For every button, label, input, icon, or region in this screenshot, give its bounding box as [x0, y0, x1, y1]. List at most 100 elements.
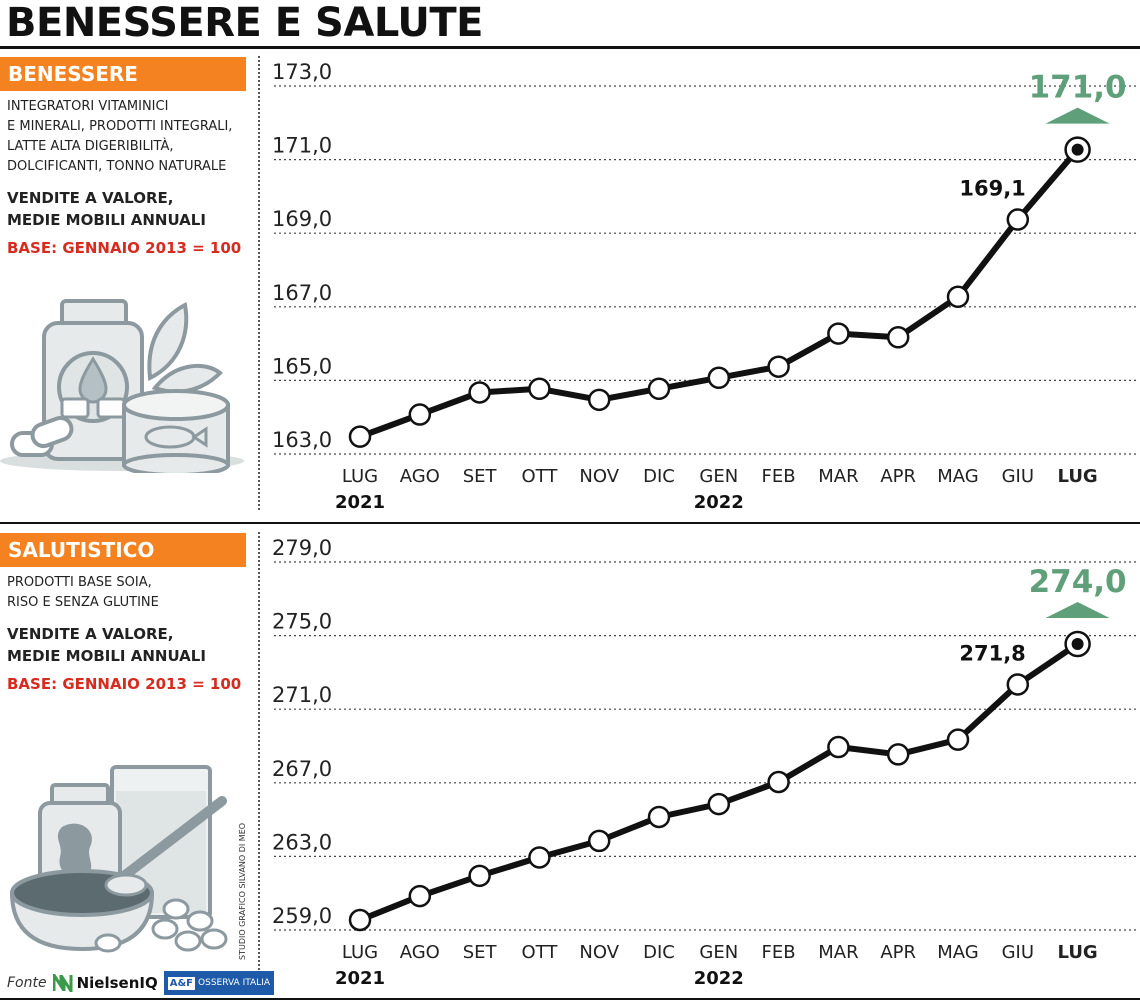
data-point: [408, 403, 432, 426]
nielseniq-logo: NielsenIQ: [52, 974, 158, 992]
highlight-point-center: [1071, 638, 1084, 650]
y-tick-label: 259,0: [272, 904, 332, 928]
data-point: [587, 388, 611, 412]
description-line: LATTE ALTA DIGERIBILITÀ,: [7, 139, 174, 154]
y-tick-label: 279,0: [272, 536, 332, 560]
x-tick-label: NOV: [579, 466, 619, 487]
source-label: Fonte: [7, 975, 47, 991]
x-tick-label: LUG: [1057, 466, 1097, 487]
base-note: BASE: GENNAIO 2013 = 100: [7, 675, 242, 693]
x-tick-label: DIC: [643, 942, 675, 963]
x-tick-label: AGO: [400, 942, 440, 963]
year-label: 2021: [335, 968, 385, 989]
data-point: [587, 829, 611, 853]
page-title: BENESSERE E SALUTE: [6, 0, 483, 46]
x-tick-label: MAR: [818, 942, 858, 963]
up-arrow-icon: [1045, 107, 1110, 124]
x-tick-label: GIU: [1002, 942, 1034, 963]
x-tick-label: GIU: [1002, 466, 1034, 487]
benessere-line-chart: 173,0 171,0 169,0 167,0 165,0 163,0 LUG AGO SET O…: [272, 60, 1138, 513]
data-point: [767, 355, 790, 378]
y-tick-label: 263,0: [272, 830, 332, 854]
data-point: [647, 805, 671, 829]
up-arrow-icon: [1045, 602, 1110, 618]
y-tick-label: 165,0: [272, 354, 332, 378]
source-footer: Fonte NielsenIQ A&F OSSERVA ITALIA: [7, 968, 275, 998]
y-tick-label: 169,0: [272, 207, 332, 231]
x-tick-label: APR: [880, 942, 916, 963]
data-label: 169,1: [959, 177, 1025, 201]
data-point: [767, 770, 790, 794]
x-tick-label: OTT: [521, 942, 558, 963]
salutistico-panel: SALUTISTICO PRODOTTI BASE SOIA, RISO E S…: [0, 533, 258, 963]
vertical-dotted-divider: [258, 56, 260, 510]
studio-credit: STUDIO GRAFICO SILVANO DI MEO: [238, 822, 247, 960]
data-point: [827, 322, 850, 345]
data-point: [886, 326, 910, 349]
soy-products-illustration: [9, 765, 228, 953]
data-point: [886, 743, 910, 766]
data-point: [827, 735, 850, 759]
series-line: [358, 641, 1080, 923]
x-tick-label: DIC: [643, 466, 675, 487]
highlight-value: 274,0: [1029, 564, 1127, 600]
y-tick-label: 167,0: [272, 281, 332, 305]
nielseniq-name: NielsenIQ: [76, 974, 158, 992]
measure-line: MEDIE MOBILI ANNUALI: [7, 211, 206, 229]
description-line: DOLCIFICANTI, TONNO NATURALE: [7, 159, 227, 174]
x-tick-label: LUG: [342, 942, 378, 963]
data-point: [946, 285, 970, 309]
x-tick-label: SET: [463, 466, 498, 487]
data-point: [707, 792, 731, 816]
base-note: BASE: GENNAIO 2013 = 100: [7, 239, 242, 257]
x-tick-label: FEB: [762, 942, 796, 963]
measure-note: VENDITE A VALORE, MEDIE MOBILI ANNUALI: [7, 623, 206, 667]
description-line: INTEGRATORI VITAMINICI: [7, 99, 169, 114]
x-tick-label: LUG: [342, 466, 378, 487]
x-tick-label: MAG: [937, 466, 978, 487]
category-description: PRODOTTI BASE SOIA, RISO E SENZA GLUTINE: [7, 573, 159, 613]
y-tick-label: 267,0: [272, 757, 332, 781]
data-point: [707, 366, 731, 390]
year-label: 2022: [694, 968, 744, 989]
x-tick-label: APR: [880, 466, 916, 487]
x-tick-label: MAG: [937, 942, 978, 963]
data-point: [468, 381, 491, 404]
data-point: [647, 377, 671, 401]
x-tick-label: OTT: [521, 466, 558, 487]
measure-line: VENDITE A VALORE,: [7, 189, 174, 207]
y-tick-label: 163,0: [272, 428, 332, 452]
x-tick-label: LUG: [1057, 942, 1097, 963]
x-tick-label: AGO: [400, 466, 440, 487]
category-title: SALUTISTICO: [0, 533, 246, 567]
x-tick-label: SET: [463, 942, 498, 963]
data-point: [468, 864, 491, 888]
x-tick-label: FEB: [762, 466, 796, 487]
data-point: [946, 728, 970, 751]
year-label: 2021: [335, 492, 385, 513]
x-tick-label: MAR: [818, 466, 858, 487]
af-mark: A&F: [167, 976, 196, 990]
data-point: [528, 846, 551, 869]
vertical-dotted-divider: [258, 532, 260, 994]
data-point: [408, 884, 432, 908]
x-tick-label: NOV: [579, 942, 619, 963]
y-tick-label: 173,0: [272, 60, 332, 84]
measure-line: MEDIE MOBILI ANNUALI: [7, 647, 206, 665]
data-point: [348, 908, 372, 932]
footer-rule: [0, 998, 1140, 1000]
highlight-value: 171,0: [1029, 70, 1127, 106]
category-title: BENESSERE: [0, 57, 246, 91]
year-label: 2022: [694, 492, 744, 513]
y-tick-label: 171,0: [272, 134, 332, 158]
measure-note: VENDITE A VALORE, MEDIE MOBILI ANNUALI: [7, 187, 206, 231]
salutistico-line-chart: 279,0 275,0 271,0 267,0 263,0 259,0 LUG AGO SET O…: [272, 536, 1138, 989]
nielseniq-mark-icon: [52, 974, 73, 992]
data-point: [528, 377, 551, 401]
data-point: [1006, 673, 1030, 696]
description-line: RISO E SENZA GLUTINE: [7, 595, 159, 610]
highlight-point-center: [1071, 143, 1084, 156]
description-line: E MINERALI, PRODOTTI INTEGRALI,: [7, 119, 233, 134]
section-divider: [0, 522, 1140, 524]
supplements-illustration: [0, 299, 244, 473]
